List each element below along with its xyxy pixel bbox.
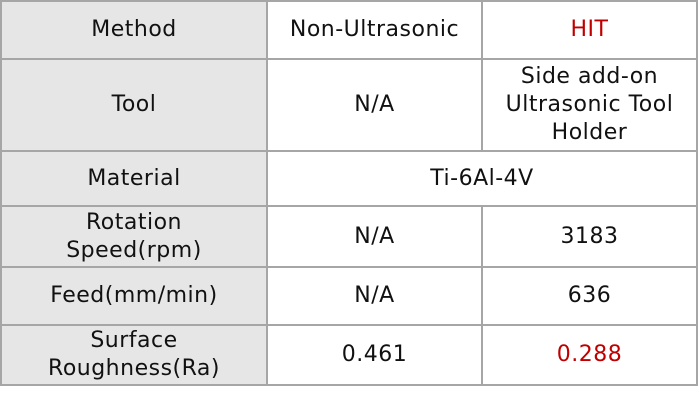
row-label: Material bbox=[0, 150, 268, 207]
table-row: Rotation Speed(rpm) N/A 3183 bbox=[0, 205, 698, 268]
table-row: Feed(mm/min) N/A 636 bbox=[0, 266, 698, 326]
cell: Side add-on Ultrasonic Tool Holder bbox=[481, 58, 698, 152]
spec-table: Method Non-Ultrasonic HIT Tool N/A Side … bbox=[0, 0, 698, 386]
row-label: Feed(mm/min) bbox=[0, 266, 268, 326]
label-line: Roughness(Ra) bbox=[48, 356, 220, 381]
cell: 3183 bbox=[481, 205, 698, 268]
cell-line: Ultrasonic Tool bbox=[505, 92, 674, 117]
cell-line: Side add-on bbox=[520, 64, 659, 89]
row-label: Method bbox=[0, 0, 268, 60]
label-line: Speed(rpm) bbox=[66, 237, 202, 263]
cell: HIT bbox=[481, 0, 698, 60]
cell: 0.461 bbox=[266, 324, 483, 386]
table-row: Method Non-Ultrasonic HIT bbox=[0, 0, 698, 60]
label-line: Rotation bbox=[85, 209, 182, 235]
row-label: Tool bbox=[0, 58, 268, 152]
label-line: Surface bbox=[90, 328, 178, 353]
table-row: Surface Roughness(Ra) 0.461 0.288 bbox=[0, 324, 698, 386]
cell: N/A bbox=[266, 58, 483, 152]
cell-line: Holder bbox=[551, 120, 628, 145]
cell: Non-Ultrasonic bbox=[266, 0, 483, 60]
cell: N/A bbox=[266, 266, 483, 326]
table-row: Material Ti-6Al-4V bbox=[0, 150, 698, 207]
cell: 0.288 bbox=[481, 324, 698, 386]
table-row: Tool N/A Side add-on Ultrasonic Tool Hol… bbox=[0, 58, 698, 152]
cell: 636 bbox=[481, 266, 698, 326]
row-label: Surface Roughness(Ra) bbox=[0, 324, 268, 386]
row-label: Rotation Speed(rpm) bbox=[0, 205, 268, 268]
cell: Ti-6Al-4V bbox=[266, 150, 698, 207]
cell: N/A bbox=[266, 205, 483, 268]
